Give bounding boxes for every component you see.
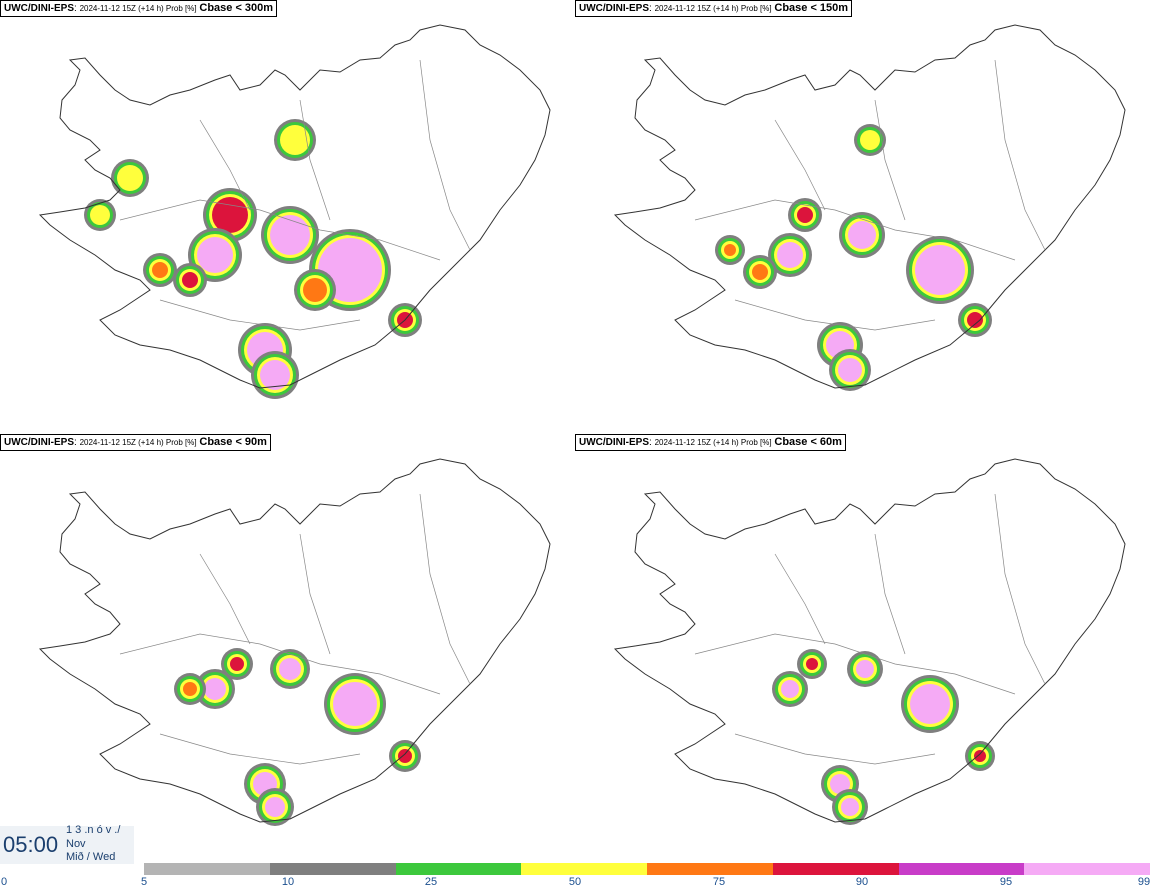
probability-colorbar bbox=[144, 863, 1150, 875]
panel-title: UWC/DINI-EPS: 2024-11-12 15Z (+14 h) Pro… bbox=[0, 0, 278, 17]
map-panel-cbase-90: UWC/DINI-EPS: 2024-11-12 15Z (+14 h) Pro… bbox=[0, 434, 575, 864]
boundary-line bbox=[419, 59, 471, 251]
colorbar-label: 75 bbox=[712, 876, 726, 888]
prob-core bbox=[797, 207, 813, 223]
colorbar-segment bbox=[144, 863, 270, 875]
map-panel-cbase-300: UWC/DINI-EPS: 2024-11-12 15Z (+14 h) Pro… bbox=[0, 0, 575, 430]
prob-core bbox=[183, 682, 197, 696]
map-panel-cbase-60: UWC/DINI-EPS: 2024-11-12 15Z (+14 h) Pro… bbox=[575, 434, 1150, 864]
boundary-line bbox=[694, 199, 1016, 261]
prob-core bbox=[398, 749, 412, 763]
coastline bbox=[613, 24, 1126, 389]
boundary-line bbox=[119, 633, 441, 695]
prob-core bbox=[848, 221, 876, 249]
prob-core bbox=[863, 133, 877, 147]
boundary-line bbox=[774, 119, 826, 211]
colorbar-segment bbox=[269, 863, 396, 875]
coastline bbox=[613, 458, 1126, 823]
prob-core bbox=[915, 245, 965, 295]
prob-core bbox=[197, 237, 233, 273]
prob-core bbox=[333, 682, 377, 726]
boundary-line bbox=[419, 493, 471, 685]
colorbar-label: 25 bbox=[424, 876, 438, 888]
panel-title: UWC/DINI-EPS: 2024-11-12 15Z (+14 h) Pro… bbox=[575, 434, 846, 451]
boundary-line bbox=[874, 99, 906, 221]
prob-core bbox=[841, 798, 859, 816]
boundary-line bbox=[299, 99, 331, 221]
boundary-line bbox=[994, 59, 1046, 251]
boundary-line bbox=[874, 533, 906, 655]
colorbar-segment bbox=[395, 863, 522, 875]
boundary-line bbox=[694, 633, 1016, 695]
boundary-line bbox=[199, 553, 251, 645]
prob-core bbox=[260, 360, 290, 390]
prob-core bbox=[204, 678, 226, 700]
boundary-line bbox=[119, 199, 441, 261]
boundary-line bbox=[774, 553, 826, 645]
valid-weekday: Mið / Wed bbox=[66, 851, 116, 863]
prob-core bbox=[265, 797, 285, 817]
boundary-line bbox=[159, 299, 361, 331]
prob-core bbox=[830, 774, 850, 794]
prob-core bbox=[270, 215, 310, 255]
prob-core bbox=[806, 658, 818, 670]
prob-core bbox=[752, 264, 768, 280]
boundary-line bbox=[734, 299, 936, 331]
prob-core bbox=[781, 680, 799, 698]
colorbar-label: 10 bbox=[281, 876, 295, 888]
prob-core bbox=[182, 272, 198, 288]
valid-date-top: 1 3 .n ó v ./ bbox=[66, 824, 121, 836]
prob-core bbox=[910, 684, 950, 724]
prob-core bbox=[856, 660, 874, 678]
colorbar-label: 5 bbox=[140, 876, 148, 888]
prob-core bbox=[777, 242, 803, 268]
iceland-map-60 bbox=[613, 458, 1126, 825]
prob-core bbox=[120, 168, 140, 188]
colorbar-label: 95 bbox=[999, 876, 1013, 888]
colorbar-label: 90 bbox=[855, 876, 869, 888]
iceland-map-90 bbox=[38, 458, 551, 826]
prob-core bbox=[212, 197, 248, 233]
prob-core bbox=[303, 278, 327, 302]
iceland-map-300 bbox=[38, 24, 551, 399]
boundary-line bbox=[994, 493, 1046, 685]
valid-time-box: 05:00 1 3 .n ó v ./ Nov Mið / Wed bbox=[0, 824, 134, 864]
prob-core bbox=[724, 244, 736, 256]
colorbar-label: 0 bbox=[0, 876, 8, 888]
panel-title: UWC/DINI-EPS: 2024-11-12 15Z (+14 h) Pro… bbox=[0, 434, 271, 451]
prob-core bbox=[279, 658, 301, 680]
prob-core bbox=[152, 262, 168, 278]
valid-time: 05:00 bbox=[3, 832, 59, 857]
prob-core bbox=[230, 657, 244, 671]
valid-month: Nov bbox=[66, 838, 86, 850]
colorbar-label: 50 bbox=[568, 876, 582, 888]
panel-title: UWC/DINI-EPS: 2024-11-12 15Z (+14 h) Pro… bbox=[575, 0, 853, 17]
colorbar-segment bbox=[647, 863, 773, 875]
colorbar-segment bbox=[521, 863, 647, 875]
map-panel-cbase-150: UWC/DINI-EPS: 2024-11-12 15Z (+14 h) Pro… bbox=[575, 0, 1150, 430]
colorbar-segment bbox=[898, 863, 1025, 875]
boundary-line bbox=[299, 533, 331, 655]
iceland-map-150 bbox=[613, 24, 1126, 391]
colorbar-segment bbox=[1024, 863, 1150, 875]
prob-core bbox=[93, 208, 107, 222]
boundary-line bbox=[199, 119, 251, 211]
prob-core bbox=[838, 358, 862, 382]
prob-core bbox=[283, 128, 307, 152]
prob-core bbox=[974, 750, 986, 762]
coastline bbox=[38, 458, 551, 823]
coastline bbox=[38, 24, 551, 389]
prob-core bbox=[967, 312, 983, 328]
colorbar-segment bbox=[772, 863, 899, 875]
boundary-line bbox=[159, 733, 361, 765]
colorbar-label: 99 bbox=[1137, 876, 1150, 888]
boundary-line bbox=[734, 733, 936, 765]
